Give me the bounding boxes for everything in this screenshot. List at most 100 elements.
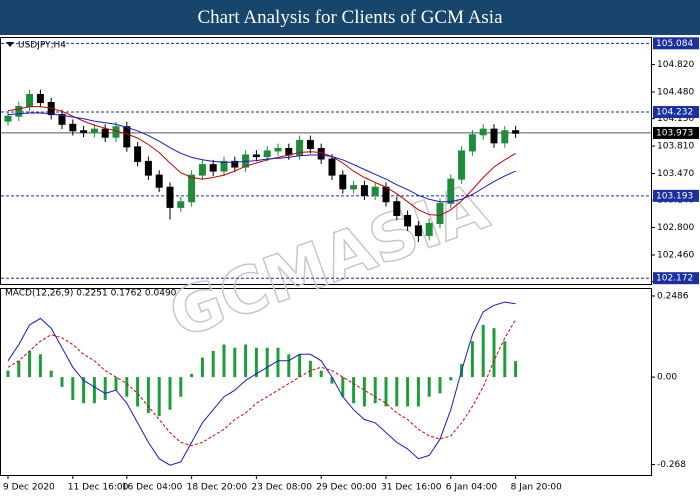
macd-histogram-bar xyxy=(362,377,366,407)
macd-label: MACD(12,26,9) 0.2251 0.1762 0.0490 xyxy=(5,289,177,299)
symbol-arrow xyxy=(6,42,14,47)
candle-body xyxy=(458,150,466,180)
title-bar: Chart Analysis for Clients of GCM Asia xyxy=(0,0,700,35)
symbol-label: USDJPY,H4 xyxy=(18,41,66,51)
macd-histogram-bar xyxy=(287,354,291,378)
macd-histogram-bar xyxy=(244,344,248,378)
price-panel xyxy=(0,37,652,285)
candle-body xyxy=(198,164,206,176)
candle-body xyxy=(36,93,44,104)
candle-body xyxy=(134,146,142,162)
candle-body xyxy=(274,147,282,152)
candle-body xyxy=(479,128,487,136)
macd-histogram-bar xyxy=(406,377,410,407)
candle-body xyxy=(306,139,314,149)
macd-histogram-bar xyxy=(330,377,334,384)
y-tick-label: 102.800 xyxy=(657,223,694,233)
macd-histogram-bar xyxy=(157,377,161,417)
chart: USDJPY,H4 MACD(12,26,9) 0.2251 0.1762 0.… xyxy=(0,37,699,493)
macd-histogram-bar xyxy=(514,361,518,378)
macd-histogram-bar xyxy=(6,370,10,378)
macd-histogram-bar xyxy=(222,344,226,378)
candle-body xyxy=(252,154,260,158)
macd-histogram-bar xyxy=(319,370,323,378)
candle-body xyxy=(371,186,379,196)
candle-body xyxy=(144,160,152,176)
candle-body xyxy=(4,115,12,122)
macd-histogram-bar xyxy=(481,324,485,378)
level-label: 104.232 xyxy=(656,108,693,118)
macd-histogram-bar xyxy=(503,341,507,378)
macd-histogram-bar xyxy=(103,377,107,400)
x-tick-label: 8 Jan 20:00 xyxy=(511,483,563,493)
macd-histogram-bar xyxy=(146,377,150,413)
candle-body xyxy=(177,201,185,208)
candle-body xyxy=(512,130,520,134)
macd-histogram-bar xyxy=(373,377,377,404)
candle-body xyxy=(360,185,368,196)
macd-histogram-bar xyxy=(92,377,96,404)
candle-body xyxy=(382,186,390,203)
macd-histogram-bar xyxy=(190,373,194,378)
macd-histogram-bar xyxy=(200,357,204,378)
x-tick-label: 11 Dec 16:00 xyxy=(68,483,129,493)
macd-line xyxy=(7,301,516,466)
candle-body xyxy=(490,128,498,144)
level-tag xyxy=(653,106,699,119)
candle-body xyxy=(468,134,476,152)
y-tick-label: 104.150 xyxy=(657,114,694,124)
macd-histogram-bar xyxy=(492,328,496,378)
candle-body xyxy=(15,106,23,117)
candle-body xyxy=(220,160,228,172)
macd-panel xyxy=(0,288,652,476)
candle-body xyxy=(166,186,174,208)
candle-body xyxy=(112,126,120,138)
candle-body xyxy=(328,158,336,176)
macd-histogram-bar xyxy=(28,351,32,378)
macd-histogram-bar xyxy=(60,377,64,387)
macd-histogram-bar xyxy=(254,347,258,378)
y-tick-label: 102.460 xyxy=(657,250,694,260)
macd-histogram-bar xyxy=(298,354,302,378)
macd-histogram-bar xyxy=(438,377,442,394)
current-price-label: 103.973 xyxy=(656,128,693,138)
x-tick-label: 31 Dec 16:00 xyxy=(381,483,442,493)
candle-body xyxy=(339,174,347,190)
macd-histogram-bar xyxy=(17,360,21,378)
macd-histogram-bar xyxy=(136,377,140,407)
candle-body xyxy=(501,130,509,144)
candle-body xyxy=(393,201,401,216)
macd-histogram-bar xyxy=(276,347,280,378)
macd-histogram-bar xyxy=(341,377,345,397)
macd-histogram-bar xyxy=(168,377,172,410)
macd-histogram-bar xyxy=(211,351,215,378)
candle-body xyxy=(90,128,98,133)
candle-body xyxy=(296,139,304,156)
macd-histogram-bar xyxy=(179,377,183,397)
moving-average xyxy=(7,106,516,216)
macd-histogram-bar xyxy=(416,377,420,407)
y-tick-label: 104.480 xyxy=(657,88,694,98)
level-tag xyxy=(653,37,699,50)
y-tick-label: 103.470 xyxy=(657,169,694,179)
candle-body xyxy=(425,223,433,237)
macd-histogram-bar xyxy=(114,377,118,391)
candle-body xyxy=(263,150,271,158)
y-tick-label: 103.810 xyxy=(657,142,694,152)
moving-average xyxy=(7,112,516,203)
y-tick-label: -0.268 xyxy=(657,460,686,470)
candle-body xyxy=(101,128,109,138)
macd-histogram-bar xyxy=(265,347,269,378)
y-tick-label: 0.2486 xyxy=(657,291,689,301)
candle-body xyxy=(414,225,422,237)
candle-body xyxy=(155,174,163,188)
candle-body xyxy=(123,126,131,148)
macd-histogram-bar xyxy=(233,347,237,378)
level-label: 105.084 xyxy=(656,39,693,49)
current-price-tag xyxy=(653,126,699,139)
candle-body xyxy=(69,123,77,132)
y-tick-label: 0.00 xyxy=(657,373,677,383)
macd-histogram-bar xyxy=(384,377,388,407)
macd-line xyxy=(7,319,517,447)
